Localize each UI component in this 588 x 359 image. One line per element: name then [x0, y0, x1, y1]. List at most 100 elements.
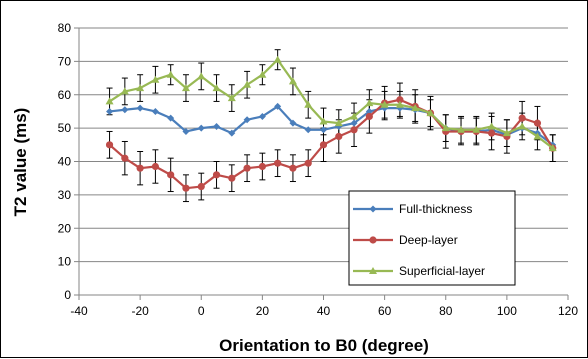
data-point-superficial-layer — [227, 94, 236, 102]
data-point-superficial-layer — [319, 117, 328, 125]
legend-marker-superficial-layer — [369, 267, 377, 274]
y-tick-label: 80 — [58, 21, 72, 35]
data-point-deep-layer — [365, 112, 373, 121]
data-point-superficial-layer — [212, 84, 221, 92]
data-point-full-thickness — [182, 127, 190, 135]
data-point-superficial-layer — [457, 125, 466, 133]
data-point-superficial-layer — [411, 104, 420, 112]
y-tick-label: 60 — [58, 88, 72, 102]
y-axis-title: T2 value (ms) — [11, 108, 30, 217]
x-tick-label: 60 — [378, 304, 392, 318]
data-point-deep-layer — [105, 141, 114, 149]
data-point-full-thickness — [106, 107, 114, 115]
data-point-superficial-layer — [334, 119, 343, 127]
data-point-superficial-layer — [258, 70, 267, 78]
x-tick-label: -20 — [131, 304, 149, 318]
legend-marker-deep-layer — [369, 236, 377, 244]
data-point-superficial-layer — [166, 70, 175, 78]
legend: Full-thickness Deep-layer Superficial-laye… — [348, 190, 516, 286]
data-point-deep-layer — [487, 129, 496, 137]
data-point-full-thickness — [213, 122, 221, 130]
legend-box — [348, 190, 516, 286]
data-point-deep-layer — [121, 154, 129, 162]
data-point-deep-layer — [274, 159, 282, 167]
y-tick-label: 50 — [58, 121, 72, 135]
data-point-superficial-layer — [548, 144, 557, 152]
data-point-deep-layer — [396, 96, 404, 104]
x-tick-label: 80 — [439, 304, 453, 318]
data-point-superficial-layer — [288, 77, 297, 85]
y-tick-label: 20 — [58, 221, 72, 235]
x-tick-label: -40 — [70, 304, 88, 318]
data-point-superficial-layer — [533, 132, 542, 140]
data-point-full-thickness — [320, 126, 327, 134]
data-point-superficial-layer — [441, 124, 450, 132]
data-point-superficial-layer — [136, 84, 145, 92]
series-line-full-thickness — [109, 105, 554, 146]
legend-label-full-thickness: Full-thickness — [399, 202, 472, 216]
data-point-superficial-layer — [350, 112, 359, 120]
data-point-full-thickness — [228, 129, 236, 137]
data-point-deep-layer — [518, 114, 526, 122]
data-point-full-thickness — [258, 112, 266, 120]
data-point-deep-layer — [197, 182, 205, 191]
data-point-deep-layer — [167, 171, 175, 179]
axis-layer: 0 10 20 30 40 50 60 70 80 -40 -20 0 20 40 60 80 100 120 — [58, 21, 579, 318]
data-point-deep-layer — [533, 119, 542, 127]
series-line-deep-layer — [108, 98, 554, 190]
data-point-full-thickness — [197, 124, 205, 132]
x-tick-label: 20 — [256, 304, 270, 318]
data-point-superficial-layer — [518, 122, 527, 130]
x-tick-label: 0 — [198, 304, 205, 318]
data-point-deep-layer — [304, 159, 312, 167]
x-tick-label: 100 — [497, 304, 517, 318]
data-point-superficial-layer — [304, 100, 313, 108]
data-point-superficial-layer — [273, 55, 282, 63]
data-point-superficial-layer — [365, 99, 374, 107]
y-tick-label: 10 — [58, 255, 72, 269]
x-tick-label: 40 — [317, 304, 331, 318]
data-point-full-thickness — [350, 119, 358, 127]
data-point-full-thickness — [136, 104, 144, 112]
data-point-deep-layer — [182, 184, 190, 192]
data-point-deep-layer — [243, 164, 251, 172]
series-line-superficial-layer — [108, 58, 554, 150]
data-point-full-thickness — [151, 107, 159, 115]
data-point-full-thickness — [274, 102, 282, 110]
data-point-deep-layer — [335, 132, 343, 141]
data-point-full-thickness — [121, 106, 129, 114]
data-point-full-thickness — [167, 114, 175, 122]
y-tick-label: 30 — [58, 188, 72, 202]
data-point-superficial-layer — [243, 80, 252, 88]
data-point-superficial-layer — [181, 84, 190, 92]
data-point-deep-layer — [289, 164, 297, 172]
series-layer — [105, 55, 557, 192]
x-tick-label: 120 — [558, 304, 578, 318]
data-point-deep-layer — [350, 126, 358, 134]
data-point-deep-layer — [258, 162, 266, 171]
y-tick-label: 0 — [64, 288, 71, 302]
legend-label-superficial-layer: Superficial-layer — [399, 264, 485, 278]
data-point-superficial-layer — [472, 125, 481, 133]
data-point-deep-layer — [319, 141, 328, 149]
data-point-superficial-layer — [197, 72, 206, 80]
data-point-deep-layer — [151, 162, 160, 171]
x-axis-title: Orientation to B0 (degree) — [219, 336, 429, 355]
legend-marker-full-thickness — [369, 205, 377, 213]
data-point-full-thickness — [365, 107, 373, 115]
data-point-superficial-layer — [105, 97, 114, 105]
y-tick-label: 70 — [58, 54, 72, 68]
data-point-superficial-layer — [502, 129, 511, 137]
data-point-superficial-layer — [120, 87, 129, 95]
data-point-deep-layer — [136, 164, 144, 172]
y-tick-label: 40 — [58, 155, 72, 169]
data-point-superficial-layer — [380, 100, 389, 108]
data-point-full-thickness — [243, 116, 251, 124]
data-point-full-thickness — [304, 126, 312, 134]
data-point-full-thickness — [289, 119, 297, 127]
data-point-superficial-layer — [426, 109, 435, 117]
data-point-superficial-layer — [395, 100, 404, 108]
data-point-superficial-layer — [487, 122, 496, 130]
